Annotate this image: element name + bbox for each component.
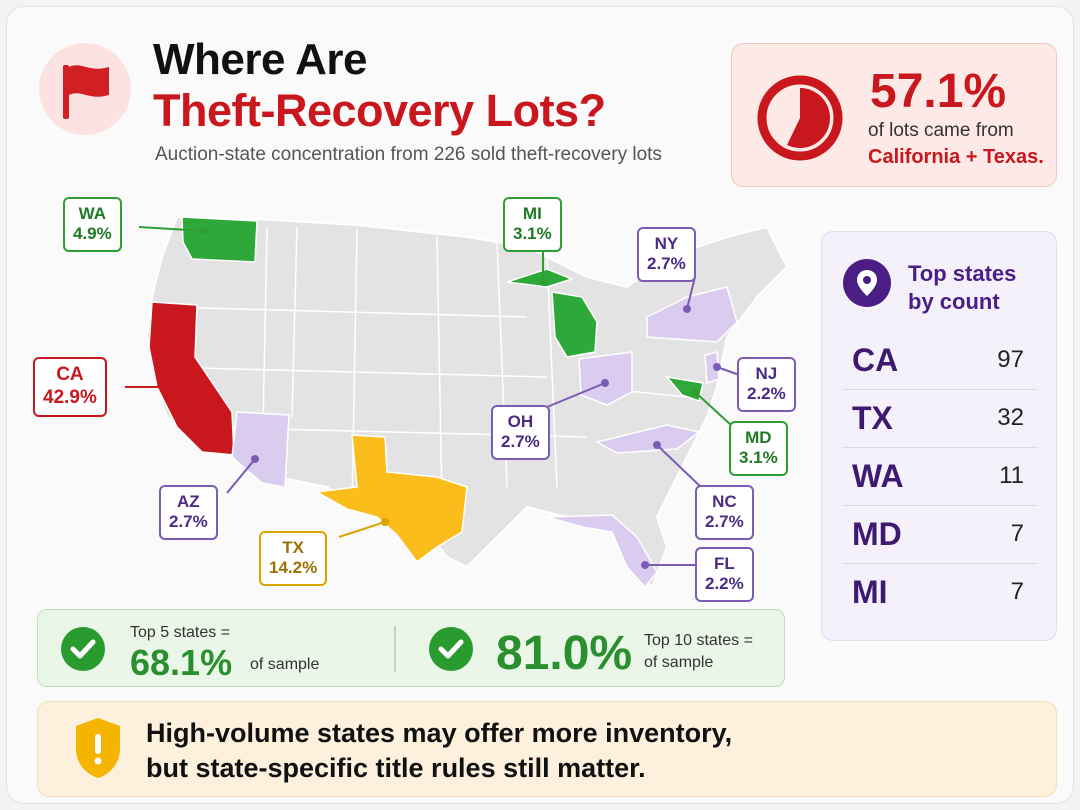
callout-state: NC [712, 492, 737, 511]
callout-state: CA [56, 364, 84, 385]
rank-row: MD 7 [842, 506, 1038, 564]
callout-state: NJ [755, 364, 778, 383]
callout-oh: OH 2.7% [491, 405, 550, 460]
top10-suffix: of sample [644, 654, 714, 671]
headline-stat-box: 57.1% of lots came from California + Tex… [731, 43, 1057, 187]
callout-pct: 3.1% [739, 448, 778, 468]
callout-ny: NY 2.7% [637, 227, 696, 282]
warning-text: High-volume states may offer more invent… [146, 716, 732, 786]
callout-state: TX [282, 538, 304, 557]
pie-slice [787, 88, 831, 148]
state-wa [181, 216, 258, 263]
warning-box: High-volume states may offer more invent… [37, 701, 1057, 797]
top10-label: Top 10 states = [644, 632, 753, 649]
state-nj [704, 351, 720, 385]
rank-row: MI 7 [842, 564, 1038, 622]
state-oh [578, 351, 633, 406]
warning-line2: but state-specific title rules still mat… [146, 753, 646, 784]
top5-value: 68.1% [130, 642, 233, 683]
callout-state: AZ [177, 492, 200, 511]
infographic-card: Where Are Theft-Recovery Lots? Auction-s… [6, 6, 1074, 804]
state-nc [594, 424, 701, 454]
state-tx [314, 434, 468, 564]
top5-label: Top 5 states = [130, 624, 231, 641]
divider [394, 626, 396, 672]
state-ca [148, 301, 235, 456]
callout-fl: FL 2.2% [695, 547, 754, 602]
rank-row: WA 11 [842, 448, 1038, 506]
us-map [125, 215, 789, 589]
callout-pct: 2.7% [705, 512, 744, 532]
callout-nj: NJ 2.2% [737, 357, 796, 412]
callout-state: WA [78, 204, 107, 223]
callout-wa: WA 4.9% [63, 197, 122, 252]
warning-line1: High-volume states may offer more invent… [146, 718, 733, 748]
state-mi-upper [506, 268, 575, 288]
callout-pct: 4.9% [73, 224, 112, 244]
callout-pct: 2.7% [169, 512, 208, 532]
check-circle-icon [61, 627, 105, 671]
rank-count: 32 [997, 404, 1024, 431]
headline-emphasis: California + Texas. [868, 146, 1044, 168]
rank-row: CA 97 [842, 332, 1038, 390]
headline-percent: 57.1% [870, 65, 1007, 118]
callout-mi: MI 3.1% [503, 197, 562, 252]
callout-pct: 42.9% [43, 386, 97, 408]
callout-az: AZ 2.7% [159, 485, 218, 540]
page-title-line1: Where Are [153, 35, 367, 84]
callout-nc: NC 2.7% [695, 485, 754, 540]
callout-pct: 2.2% [705, 574, 744, 594]
leader-dots [163, 227, 721, 569]
callout-state: FL [713, 554, 735, 573]
callout-pct: 2.7% [501, 432, 540, 452]
rank-state: WA [852, 458, 904, 494]
headline-text: of lots came from [868, 120, 1014, 141]
callout-ca: CA 42.9% [33, 357, 107, 417]
page-subtitle: Auction-state concentration from 226 sol… [155, 144, 662, 165]
top5-suffix: of sample [250, 656, 320, 673]
rank-state: CA [852, 342, 899, 378]
rank-state: MI [852, 574, 888, 610]
location-pin-icon [843, 259, 891, 307]
top-states-title-line2: by count [908, 288, 1000, 314]
callout-state: MD [745, 428, 772, 447]
shield-warning-icon [76, 718, 120, 778]
flag-icon [63, 65, 109, 119]
callout-state: NY [654, 234, 679, 253]
pie-chart-icon [757, 75, 843, 161]
flag-badge [39, 43, 131, 135]
callout-md: MD 3.1% [729, 421, 788, 476]
rank-count: 7 [1010, 520, 1024, 547]
rank-state: MD [852, 516, 902, 552]
page-title-line2: Theft-Recovery Lots? [153, 85, 606, 136]
rank-row: TX 32 [842, 390, 1038, 448]
callout-pct: 3.1% [513, 224, 552, 244]
callout-pct: 2.2% [747, 384, 786, 404]
top10-value: 81.0% [496, 627, 633, 680]
state-ny [646, 286, 738, 343]
rank-count: 11 [999, 462, 1024, 489]
top-states-title: Top states by count [908, 260, 1016, 315]
state-mi [551, 291, 598, 358]
callout-pct: 2.7% [647, 254, 686, 274]
callout-tx: TX 14.2% [259, 531, 328, 586]
rank-state: TX [852, 400, 893, 436]
top-states-title-line1: Top states [908, 261, 1017, 286]
callout-state: OH [507, 412, 534, 431]
state-fl [546, 514, 658, 589]
top-states-panel: Top states by count CA 97 TX 32 WA 11 MD… [821, 231, 1057, 641]
rank-count: 97 [997, 346, 1024, 373]
check-circle-icon [429, 627, 473, 671]
sample-share-box: Top 5 states = 68.1% of sample 81.0% Top… [37, 609, 785, 687]
rank-count: 7 [1010, 578, 1024, 605]
callout-pct: 14.2% [269, 558, 318, 578]
callout-state: MI [522, 204, 542, 223]
